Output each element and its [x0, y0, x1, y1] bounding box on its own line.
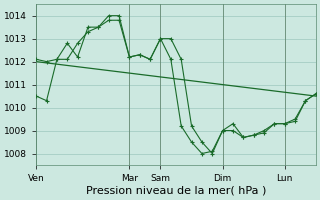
- X-axis label: Pression niveau de la mer( hPa ): Pression niveau de la mer( hPa ): [86, 186, 266, 196]
